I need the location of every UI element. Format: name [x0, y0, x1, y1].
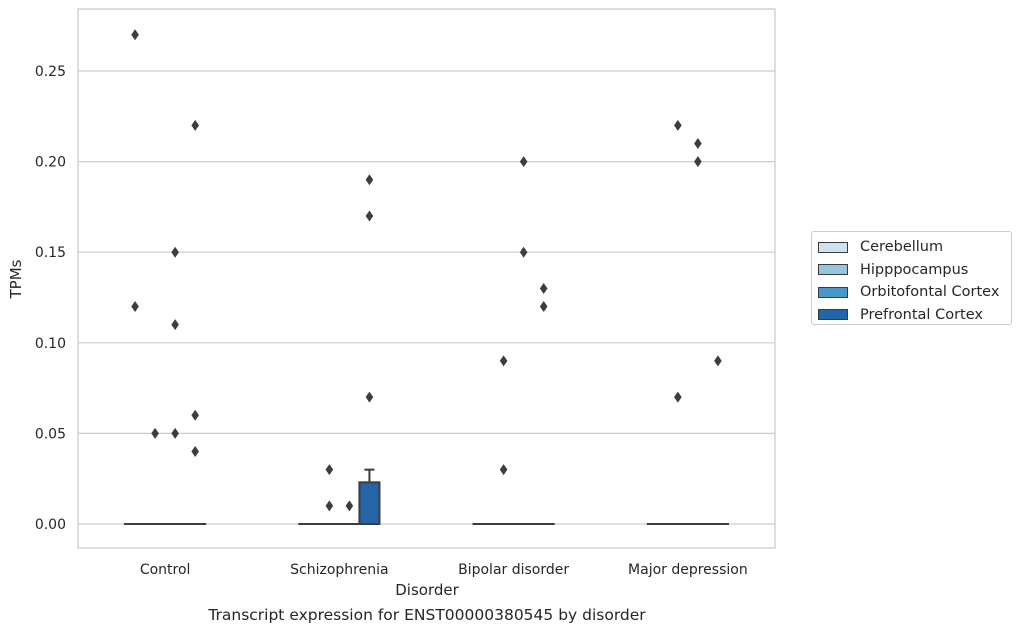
box-group: [318, 464, 341, 526]
y-tick-label: 0.25: [35, 64, 66, 80]
legend-item: Cerebellum: [818, 236, 1005, 259]
outlier-point: [171, 427, 179, 439]
box-group: [706, 355, 729, 526]
outlier-point: [519, 246, 528, 258]
y-tick-label: 0.05: [35, 426, 66, 442]
box-group: [358, 174, 381, 526]
outlier-point: [499, 464, 508, 476]
outlier-point: [325, 500, 334, 512]
box-group: [124, 29, 147, 526]
outlier-point: [191, 446, 199, 458]
outlier-point: [365, 210, 374, 222]
plot-frame: [77, 8, 776, 549]
legend-item: Orbitofontal Cortex: [818, 281, 1005, 304]
x-tick-label: Major depression: [628, 562, 748, 578]
legend-label: Orbitofontal Cortex: [860, 284, 1000, 301]
legend-label: Prefrontal Cortex: [860, 306, 983, 323]
y-tick-label: 0.00: [35, 517, 66, 533]
y-tick-label: 0.10: [35, 336, 66, 352]
outlier-point: [365, 174, 374, 186]
outlier-point: [325, 464, 334, 476]
legend-swatch: [818, 286, 848, 298]
outlier-point: [539, 282, 548, 294]
y-axis-label: TPMs: [7, 259, 25, 299]
box-group: [512, 156, 535, 526]
chart-caption: Transcript expression for ENST0000038054…: [208, 606, 646, 624]
y-tick-labels: 0.00 0.05 0.10 0.15 0.20 0.25: [35, 64, 66, 533]
box-group: [686, 137, 709, 526]
legend-label: Cerebellum: [860, 239, 944, 256]
outlier-point: [694, 137, 702, 149]
box-group: [338, 500, 361, 526]
box-group: [184, 119, 207, 526]
legend-item: Hipppocampus: [818, 259, 1005, 282]
x-tick-label: Control: [140, 562, 191, 578]
legend-item: Prefrontal Cortex: [818, 304, 1005, 327]
x-tick-label: Schizophrenia: [290, 562, 388, 578]
outlier-point: [519, 156, 528, 168]
box-group: [492, 355, 515, 526]
x-tick-label: Bipolar disorder: [458, 562, 569, 578]
outlier-point: [131, 29, 139, 41]
outlier-point: [714, 355, 722, 367]
legend-swatch: [818, 264, 848, 276]
y-tick-label: 0.20: [35, 155, 66, 171]
outlier-point: [191, 409, 199, 421]
x-tick-labels: Control Schizophrenia Bipolar disorder Majo…: [140, 562, 748, 578]
legend: Cerebellum Hipppocampus Orbitofontal Corte…: [811, 231, 1012, 325]
legend-swatch: [818, 241, 848, 253]
outlier-point: [171, 319, 179, 331]
outlier-point: [694, 156, 702, 168]
y-tick-label: 0.15: [35, 245, 66, 261]
box-marks: [124, 29, 729, 526]
outlier-point: [151, 427, 159, 439]
outlier-point: [539, 301, 548, 313]
x-axis-label: Disorder: [395, 581, 459, 599]
legend-label: Hipppocampus: [860, 261, 969, 278]
legend-swatch: [818, 309, 848, 321]
outlier-point: [499, 355, 508, 367]
box: [358, 481, 381, 526]
outlier-point: [131, 301, 139, 313]
box-group: [144, 427, 167, 526]
box-group: [666, 119, 689, 526]
box-group: [164, 246, 187, 526]
outlier-point: [365, 391, 374, 403]
gridlines: [78, 70, 775, 525]
outlier-point: [674, 391, 682, 403]
outlier-point: [171, 246, 179, 258]
outlier-point: [345, 500, 354, 512]
outlier-point: [674, 119, 682, 131]
box-group: [532, 282, 555, 526]
outlier-point: [191, 119, 199, 131]
